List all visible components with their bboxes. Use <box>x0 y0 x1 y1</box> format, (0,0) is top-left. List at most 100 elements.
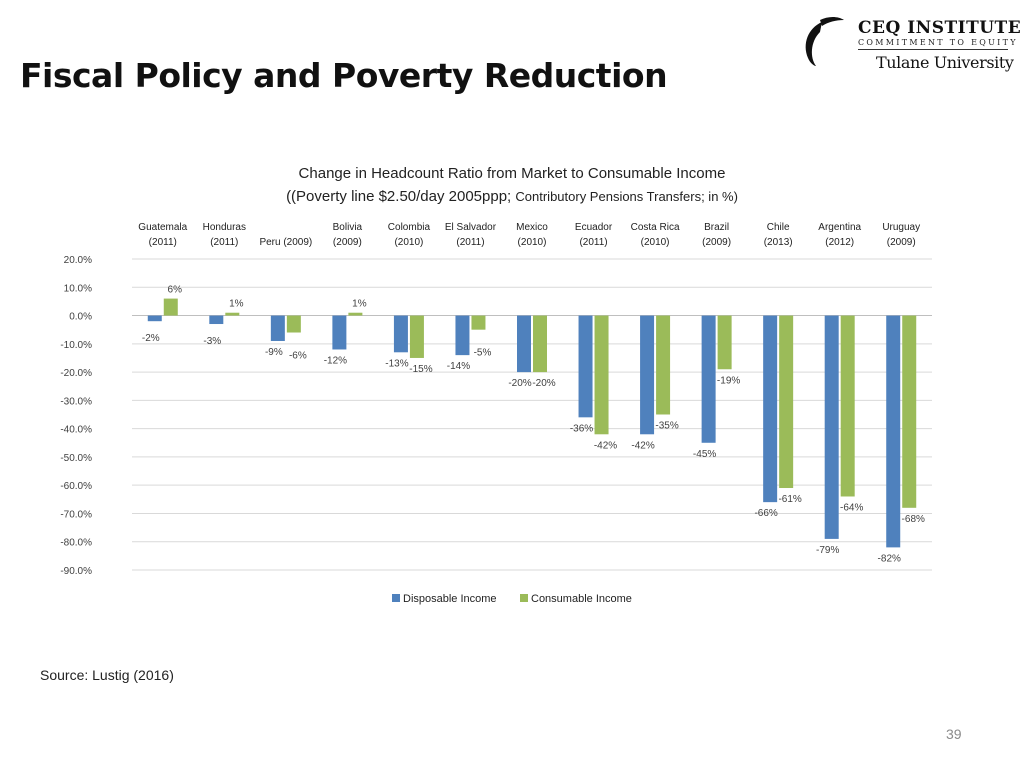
category-label: Brazil <box>704 222 729 233</box>
y-tick-label: -30.0% <box>60 396 92 407</box>
consumable-income-data-label: -64% <box>840 502 863 513</box>
ceq-logo: CEQ INSTITUTE COMMITMENT TO EQUITY Tulan… <box>800 14 1021 80</box>
category-label: Costa Rica <box>631 222 680 233</box>
y-tick-label: -60.0% <box>60 481 92 492</box>
consumable-income-bar <box>902 315 917 508</box>
consumable-income-bar <box>471 315 486 330</box>
consumable-income-bar <box>163 298 178 316</box>
category-label: Chile <box>767 222 790 233</box>
category-label: Mexico <box>516 222 548 233</box>
category-year-label: (2011) <box>210 237 238 248</box>
consumable-income-data-label: -19% <box>717 375 740 386</box>
disposable-income-bar <box>270 315 285 341</box>
disposable-income-bar <box>824 315 839 539</box>
logo-university: Tulane University <box>876 53 1014 72</box>
consumable-income-data-label: 1% <box>229 299 244 310</box>
y-tick-label: -50.0% <box>60 453 92 464</box>
logo-divider <box>858 49 1008 50</box>
disposable-income-data-label: -14% <box>447 361 470 372</box>
y-tick-label: -90.0% <box>60 566 92 577</box>
y-tick-label: 20.0% <box>64 255 92 266</box>
chart-subtitle-detail: Contributory Pensions Transfers; in %) <box>515 189 738 204</box>
consumable-income-bar <box>286 315 301 333</box>
logo-name: CEQ INSTITUTE <box>858 18 1022 38</box>
consumable-income-data-label: -15% <box>409 364 432 375</box>
disposable-income-data-label: -9% <box>265 347 283 358</box>
source-note: Source: Lustig (2016) <box>40 667 174 683</box>
consumable-income-bar <box>840 315 855 497</box>
category-label: Uruguay <box>882 222 920 233</box>
y-tick-label: 10.0% <box>64 283 92 294</box>
page-number: 39 <box>946 726 962 742</box>
disposable-income-data-label: -45% <box>693 449 716 460</box>
category-year-label: (2010) <box>641 237 670 248</box>
consumable-income-bar <box>225 312 240 316</box>
consumable-income-bar <box>348 312 363 316</box>
disposable-income-bar <box>517 315 531 373</box>
disposable-income-legend-label: Disposable Income <box>403 593 497 605</box>
disposable-income-bar <box>701 315 716 443</box>
category-year-label: (2011) <box>149 237 177 248</box>
category-label: Guatemala <box>138 222 187 233</box>
consumable-income-bar <box>409 315 424 358</box>
consumable-income-data-label: -6% <box>289 351 307 362</box>
consumable-income-data-label: -68% <box>902 514 925 525</box>
disposable-income-bar <box>147 315 162 322</box>
category-year-label: (2011) <box>456 237 484 248</box>
category-label: Peru (2009) <box>259 237 312 248</box>
disposable-income-bar <box>209 315 224 325</box>
consumable-income-data-label: -42% <box>594 440 617 451</box>
category-year-label: (2010) <box>518 237 547 248</box>
disposable-income-data-label: -42% <box>631 440 654 451</box>
slide-title: Fiscal Policy and Poverty Reduction <box>20 56 668 95</box>
disposable-income-data-label: -66% <box>754 508 777 519</box>
consumable-income-data-label: -20% <box>532 378 555 389</box>
category-label: Ecuador <box>575 222 613 233</box>
category-label: Argentina <box>818 222 861 233</box>
y-tick-label: -70.0% <box>60 509 92 520</box>
consumable-income-data-label: 6% <box>168 285 183 296</box>
disposable-income-bar <box>393 315 408 353</box>
category-year-label: (2012) <box>825 237 854 248</box>
bars <box>147 298 917 548</box>
logo-tagline: COMMITMENT TO EQUITY <box>858 38 1018 47</box>
chart-title: Change in Headcount Ratio from Market to… <box>299 165 726 182</box>
consumable-income-legend-swatch <box>520 594 528 602</box>
disposable-income-bar <box>332 315 347 350</box>
chart-subtitle-main: ((Poverty line $2.50/day 2005ppp; <box>286 188 515 205</box>
consumable-income-bar <box>533 315 547 373</box>
category-year-label: (2009) <box>702 237 731 248</box>
category-year-label: (2013) <box>764 237 793 248</box>
consumable-income-data-label: 1% <box>352 299 367 310</box>
disposable-income-data-label: -12% <box>324 355 347 366</box>
category-year-label: (2011) <box>579 237 607 248</box>
y-tick-label: -40.0% <box>60 425 92 436</box>
consumable-income-data-label: -35% <box>655 421 678 432</box>
disposable-income-bar <box>763 315 778 503</box>
legend: Disposable Income Consumable Income <box>392 593 632 605</box>
consumable-income-legend-label: Consumable Income <box>531 593 632 605</box>
category-label: Colombia <box>388 222 431 233</box>
disposable-income-bar <box>640 315 655 435</box>
disposable-income-data-label: -79% <box>816 545 839 556</box>
ceq-swoosh-icon <box>805 17 844 66</box>
disposable-income-data-label: -13% <box>385 358 408 369</box>
disposable-income-data-label: -20% <box>508 378 531 389</box>
consumable-income-bar <box>656 315 671 415</box>
consumable-income-data-label: -61% <box>778 494 801 505</box>
category-year-label: (2009) <box>887 237 916 248</box>
disposable-income-data-label: -2% <box>142 333 160 344</box>
consumable-income-bar <box>717 315 732 370</box>
category-year-label: (2010) <box>394 237 423 248</box>
y-tick-label: 0.0% <box>69 312 92 323</box>
gridlines <box>132 258 932 571</box>
category-label: Honduras <box>203 222 246 233</box>
chart-subtitle: ((Poverty line $2.50/day 2005ppp; Contri… <box>286 188 738 205</box>
disposable-income-bar <box>455 315 470 356</box>
y-tick-label: -80.0% <box>60 538 92 549</box>
y-tick-label: -10.0% <box>60 340 92 351</box>
category-label: Bolivia <box>333 222 363 233</box>
disposable-income-data-label: -36% <box>570 423 593 434</box>
consumable-income-data-label: -5% <box>474 348 492 359</box>
